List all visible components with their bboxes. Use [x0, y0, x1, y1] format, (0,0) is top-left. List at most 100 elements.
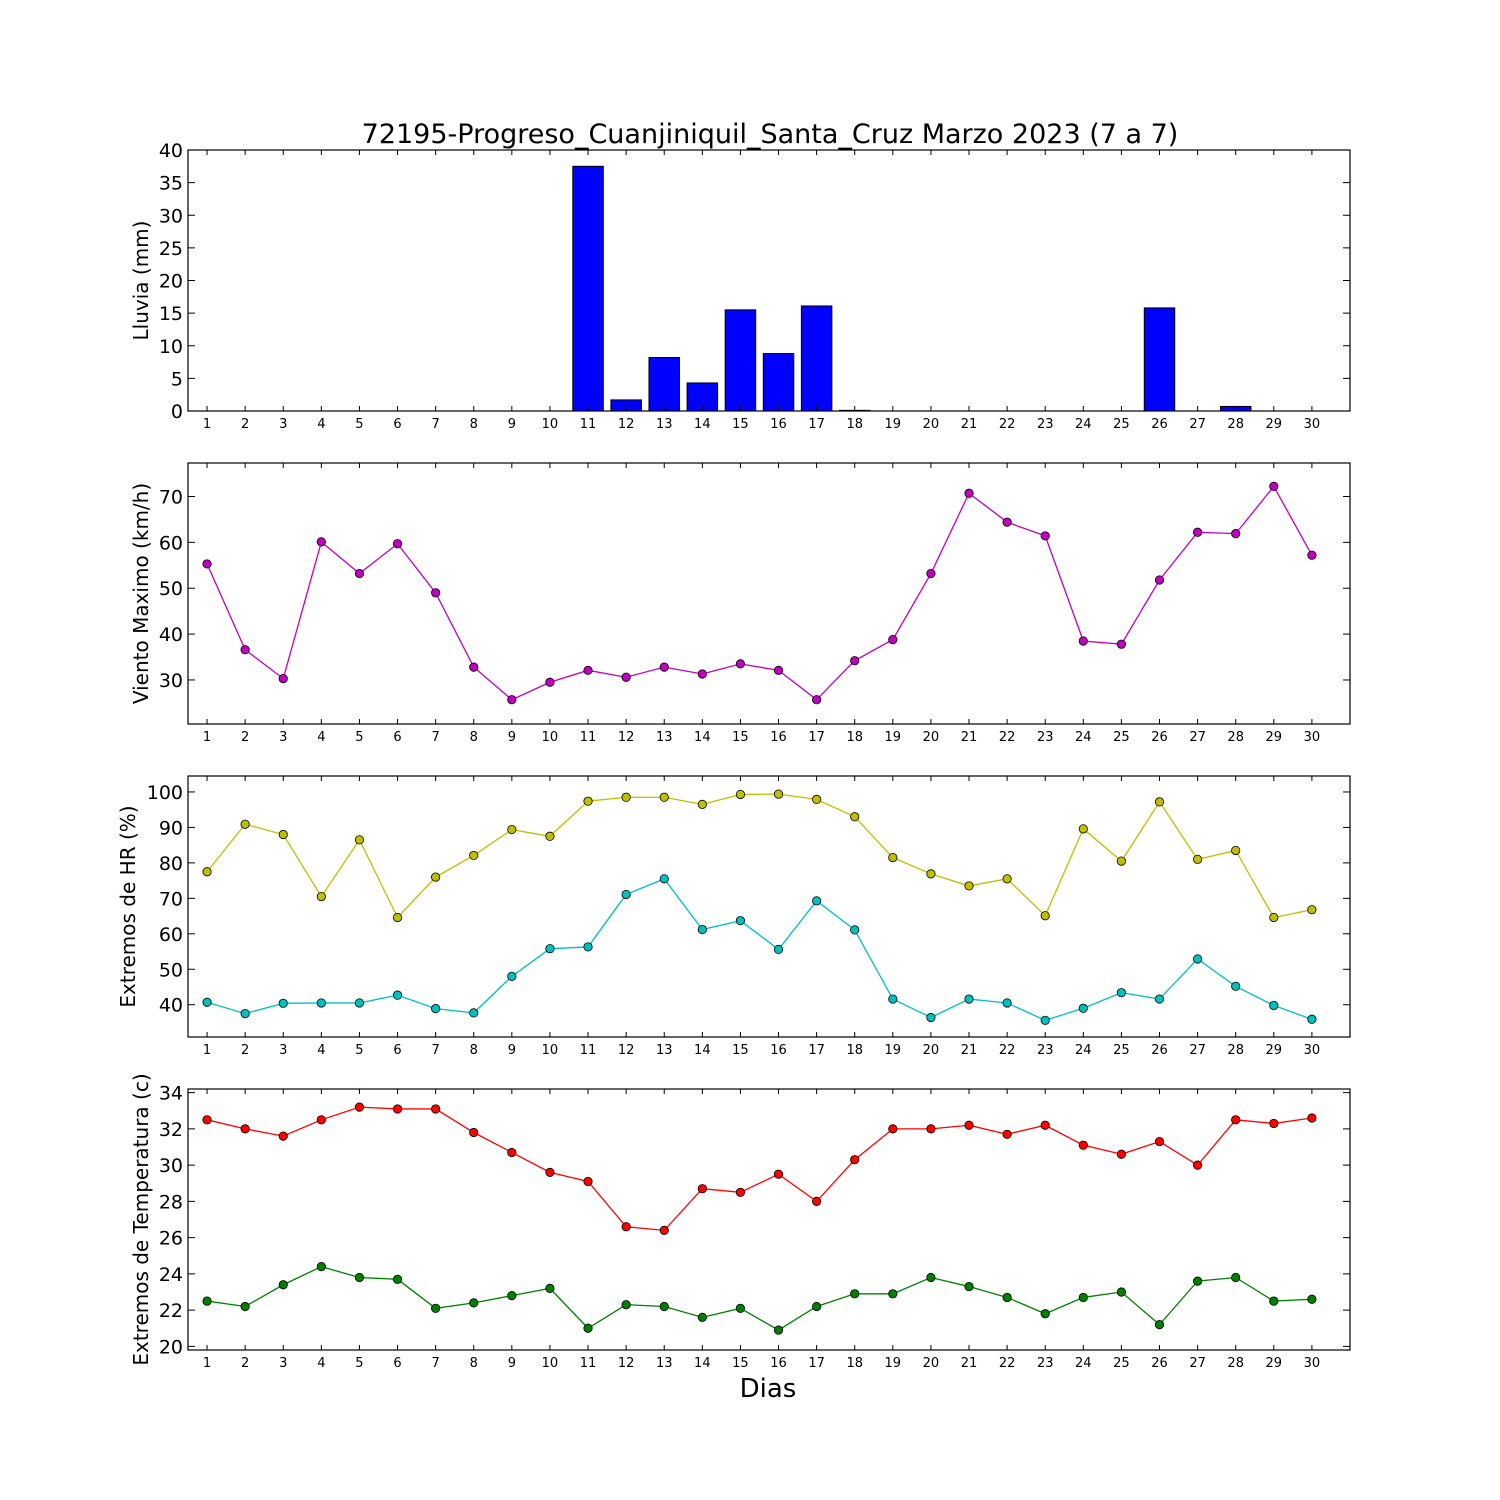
x-tick-label: 22	[999, 1043, 1016, 1058]
point-series-1-day-8	[469, 850, 479, 861]
series-line-2	[206, 1265, 1312, 1331]
x-tick-label: 12	[618, 1043, 635, 1058]
point-series-1-day-11	[583, 796, 593, 806]
point-series-2-day-1	[202, 1296, 212, 1306]
point-series-2-day-26	[1154, 994, 1165, 1004]
point-series-1-day-17	[812, 1196, 822, 1206]
x-tick-label: 18	[846, 417, 863, 432]
x-tick-label: 8	[470, 1043, 478, 1058]
point-series-2-day-5	[354, 998, 365, 1008]
point-series-1-day-18	[850, 656, 860, 666]
point-series-1-day-7	[431, 1104, 441, 1114]
point-series-1-day-29	[1269, 912, 1279, 923]
y-tick-label: 15	[159, 303, 183, 325]
x-tick-label: 10	[542, 1356, 559, 1371]
point-series-1-day-21	[964, 1120, 974, 1130]
x-tick-label: 9	[508, 730, 516, 745]
x-tick-label: 26	[1151, 1043, 1168, 1058]
x-tick-label: 11	[580, 730, 597, 745]
x-tick-label: 2	[241, 730, 249, 745]
x-tick-label: 28	[1227, 730, 1244, 745]
x-axis-label: Dias	[740, 1374, 797, 1404]
point-series-1-day-24	[1078, 636, 1088, 646]
point-series-1-day-2	[240, 819, 250, 829]
point-series-2-day-16	[773, 944, 784, 955]
point-series-2-day-28	[1231, 981, 1241, 991]
point-series-1-day-22	[1002, 1129, 1012, 1139]
point-series-1-day-18	[850, 1155, 860, 1165]
panel-2: 1 2 3 4 5 6 7 8 9 10 11 12 13 14 15 16 17 18 19 20 21 22 23 24 2…	[129, 462, 1351, 745]
series-line-1	[206, 1106, 1312, 1232]
point-series-2-day-7	[431, 1004, 441, 1014]
x-tick-label: 2	[241, 1043, 249, 1058]
point-series-1-day-3	[278, 673, 288, 684]
point-series-1-day-14	[697, 1184, 707, 1194]
x-tick-label: 20	[923, 1043, 940, 1058]
point-series-1-day-17	[812, 794, 822, 805]
plot-frame	[187, 462, 1351, 725]
bar-day-13	[648, 356, 680, 412]
y-tick-label: 5	[171, 368, 183, 390]
point-series-2-day-20	[926, 1272, 936, 1283]
x-tick-label: 4	[317, 730, 325, 745]
x-tick-label: 4	[317, 1356, 325, 1371]
y-tick-label: 32	[159, 1119, 183, 1141]
y-tick-label: 30	[159, 1155, 183, 1177]
panel-3: 1 2 3 4 5 6 7 8 9 10 11 12 13 14 15 16 17 18 19 20 21 22 23 24 2…	[116, 775, 1351, 1058]
x-tick-label: 9	[508, 1356, 516, 1371]
x-tick-label: 11	[580, 417, 597, 432]
point-series-1-day-26	[1154, 797, 1165, 807]
point-series-2-day-9	[507, 1291, 517, 1301]
x-tick-label: 17	[808, 417, 825, 432]
point-series-2-day-21	[964, 1281, 974, 1292]
point-series-2-day-16	[773, 1325, 784, 1335]
point-series-1-day-11	[583, 665, 593, 675]
x-tick-label: 23	[1037, 1043, 1054, 1058]
point-series-2-day-10	[545, 944, 555, 954]
x-tick-label: 20	[923, 1356, 940, 1371]
point-series-2-day-30	[1307, 1294, 1317, 1304]
point-series-1-day-19	[888, 1124, 898, 1134]
x-tick-label: 14	[694, 417, 711, 432]
point-series-1-day-8	[469, 662, 479, 672]
x-tick-label: 26	[1151, 730, 1168, 745]
point-series-2-day-14	[697, 1312, 707, 1322]
x-tick-label: 7	[431, 730, 439, 745]
point-series-1-day-7	[431, 588, 441, 598]
y-axis-label: Lluvia (mm)	[129, 221, 153, 341]
x-tick-label: 12	[618, 417, 635, 432]
point-series-1-day-17	[812, 695, 822, 705]
x-tick-label: 3	[279, 1043, 287, 1058]
point-series-2-day-24	[1078, 1003, 1088, 1013]
x-tick-label: 11	[580, 1356, 597, 1371]
x-tick-label: 16	[770, 1356, 787, 1371]
point-series-2-day-22	[1002, 1292, 1012, 1303]
point-series-1-day-27	[1193, 1160, 1203, 1170]
point-series-1-day-15	[735, 1187, 746, 1197]
point-series-2-day-27	[1193, 954, 1203, 964]
point-series-2-day-30	[1307, 1014, 1317, 1024]
y-tick-label: 30	[159, 205, 183, 227]
x-tick-label: 23	[1037, 730, 1054, 745]
x-tick-label: 29	[1266, 1356, 1283, 1371]
x-tick-label: 5	[355, 730, 363, 745]
y-tick-label: 40	[159, 624, 183, 646]
x-tick-label: 29	[1266, 417, 1283, 432]
x-tick-label: 16	[770, 730, 787, 745]
point-series-2-day-14	[697, 924, 707, 935]
x-tick-label: 24	[1075, 1356, 1092, 1371]
point-series-2-day-5	[354, 1272, 365, 1283]
point-series-2-day-19	[888, 994, 898, 1004]
x-tick-label: 30	[1304, 730, 1321, 745]
panel-4: 1 2 3 4 5 6 7 8 9 10 11 12 13 14 15 16 17 18 19 20 21 22 23 24 2…	[129, 1073, 1351, 1371]
point-series-2-day-7	[431, 1303, 441, 1313]
y-tick-label: 70	[159, 486, 183, 508]
point-series-1-day-27	[1193, 854, 1203, 864]
x-tick-label: 1	[203, 1043, 211, 1058]
point-series-2-day-17	[812, 896, 822, 906]
point-series-2-day-23	[1040, 1015, 1050, 1025]
series-line-2	[206, 878, 1313, 1022]
x-tick-label: 26	[1151, 417, 1168, 432]
x-tick-label: 15	[732, 417, 749, 432]
x-tick-label: 28	[1227, 1043, 1244, 1058]
